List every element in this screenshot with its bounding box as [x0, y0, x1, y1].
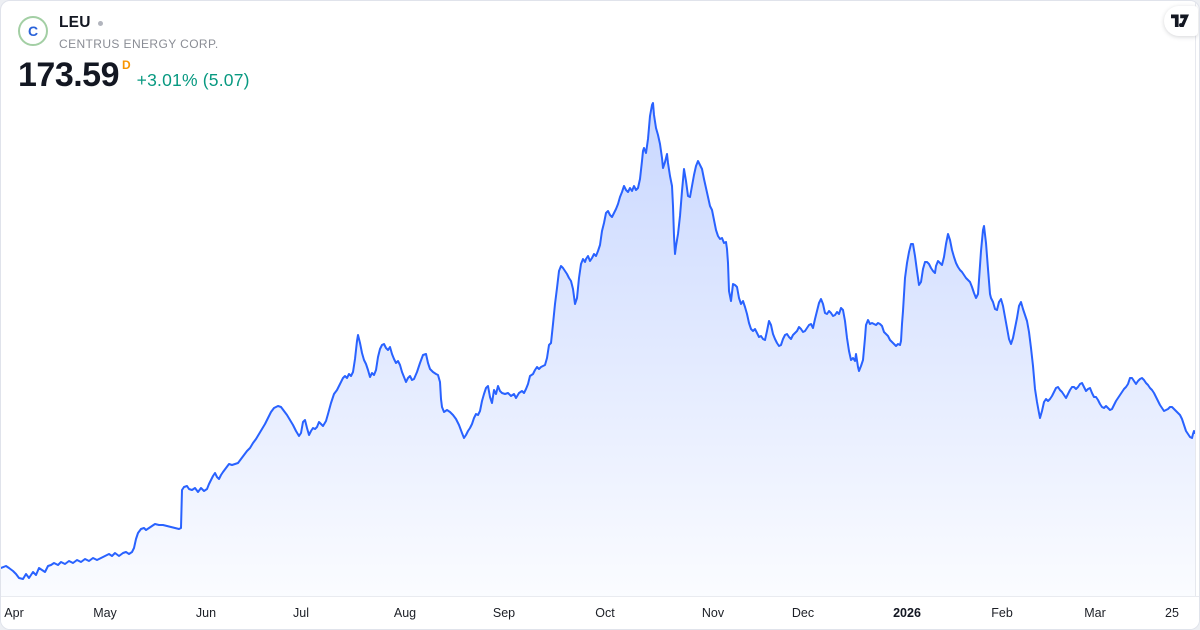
last-price: 173.59: [18, 56, 120, 94]
company-logo: C: [18, 16, 48, 46]
x-axis-label: Feb: [991, 606, 1013, 620]
symbol-ticker[interactable]: LEU: [59, 14, 91, 31]
price-line: [1, 102, 1196, 580]
market-status-dot: [97, 21, 103, 26]
tradingview-logo-button[interactable]: [1164, 6, 1198, 36]
x-axis-label: Mar: [1084, 606, 1106, 620]
price-change: +3.01% (5.07): [136, 70, 250, 90]
x-axis-label: May: [93, 606, 117, 620]
x-axis-label: Dec: [791, 606, 815, 620]
company-logo-letter: C: [27, 23, 39, 39]
price-area-fill: [1, 103, 1195, 599]
time-axis[interactable]: Apr May Jun Jul Aug Sep Oct Nov Dec 2026 Feb Mar 25: [1, 596, 1199, 629]
symbol-header: C LEU CENTRUS ENERGY CORP. 173.59 D +3.0…: [18, 14, 250, 92]
x-axis-label: Oct: [595, 606, 615, 620]
x-axis-label: Jul: [293, 606, 309, 620]
x-axis-label: Nov: [701, 606, 725, 620]
x-axis-label: Aug: [393, 606, 417, 620]
company-name: CENTRUS ENERGY CORP.: [59, 37, 219, 51]
x-axis-label: 2026: [893, 606, 921, 620]
delayed-data-marker: D: [122, 58, 131, 72]
x-axis-label: 25: [1165, 606, 1179, 620]
pane-right-border: [1195, 1, 1196, 597]
tradingview-logo-icon: [1171, 14, 1189, 27]
x-axis-label: Sep: [492, 606, 516, 620]
x-axis-label: Jun: [195, 606, 217, 620]
x-axis-label: Apr: [4, 606, 24, 620]
